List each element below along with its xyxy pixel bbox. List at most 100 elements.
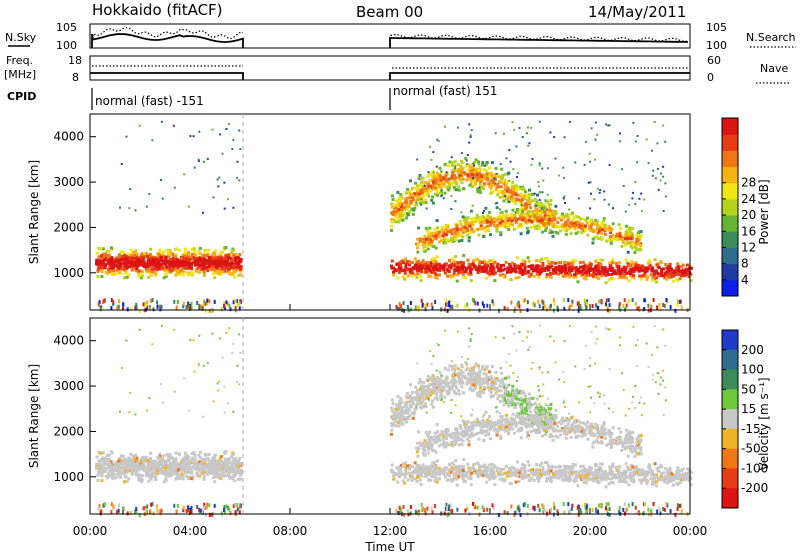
power-cell xyxy=(220,307,223,312)
power-cell xyxy=(665,273,669,277)
velocity-cell xyxy=(209,470,213,474)
power-cell xyxy=(105,271,109,275)
power-cell xyxy=(225,300,228,305)
power-cell xyxy=(596,275,600,279)
power-cell xyxy=(537,185,540,188)
power-cell xyxy=(622,303,625,308)
power-cell xyxy=(587,223,591,227)
power-cell xyxy=(436,193,440,197)
power-cell xyxy=(197,158,200,161)
power-cell xyxy=(465,217,469,221)
power-cell xyxy=(624,268,628,272)
power-cell xyxy=(466,174,470,177)
power-cell xyxy=(552,268,555,272)
power-cell xyxy=(169,258,173,261)
power-cell xyxy=(232,206,235,209)
power-cell xyxy=(538,205,541,208)
velocity-cell xyxy=(584,478,588,482)
power-cell xyxy=(214,257,218,261)
power-cell xyxy=(189,135,192,138)
power-cell xyxy=(434,273,438,277)
velocity-cell xyxy=(182,470,186,474)
velocity-cell xyxy=(161,459,165,463)
power-cell xyxy=(502,132,505,135)
power-cell xyxy=(395,203,398,207)
velocity-cell xyxy=(137,460,141,464)
power-cell xyxy=(198,246,202,250)
velocity-cell xyxy=(583,467,587,471)
velocity-cell xyxy=(185,465,189,469)
power-cell xyxy=(442,183,446,187)
power-cell xyxy=(424,198,428,202)
power-cell xyxy=(445,185,449,189)
power-cell xyxy=(394,213,398,217)
power-cell xyxy=(607,225,611,228)
velocity-cell xyxy=(211,469,215,473)
power-cell xyxy=(484,169,488,173)
power-cell xyxy=(536,264,540,268)
power-cell xyxy=(158,304,161,309)
power-cell xyxy=(212,255,215,259)
power-cell xyxy=(443,271,447,275)
velocity-cell xyxy=(121,459,125,463)
velocity-cell xyxy=(173,471,177,475)
power-cell xyxy=(560,267,564,271)
power-cell xyxy=(236,303,239,308)
power-cell xyxy=(519,201,523,205)
power-cell xyxy=(194,263,198,267)
power-cell xyxy=(429,274,433,278)
velocity-cell xyxy=(97,459,101,463)
power-cell xyxy=(463,221,467,225)
power-cell xyxy=(550,212,554,216)
velocity-cell xyxy=(168,470,172,474)
power-cell xyxy=(627,299,630,304)
power-cell xyxy=(132,251,136,255)
velocity-cell xyxy=(201,457,204,461)
power-cell xyxy=(502,180,506,184)
power-cell xyxy=(468,141,471,144)
power-cell xyxy=(425,207,428,210)
power-cell xyxy=(653,121,656,123)
velocity-cell xyxy=(210,461,214,465)
power-cell xyxy=(584,224,587,228)
power-cell xyxy=(224,254,228,258)
power-cell xyxy=(499,223,503,227)
power-cell xyxy=(496,215,500,219)
power-cell xyxy=(410,207,414,211)
power-cell xyxy=(592,270,596,273)
power-cell xyxy=(628,240,632,244)
power-cell xyxy=(411,261,414,265)
power-cell xyxy=(96,274,100,278)
power-cell xyxy=(490,161,494,165)
power-cell xyxy=(496,182,500,186)
power-cell xyxy=(635,140,638,143)
velocity-cell xyxy=(663,475,667,479)
power-cell xyxy=(582,229,585,233)
velocity-cell xyxy=(632,467,636,470)
power-cell xyxy=(203,267,207,271)
power-cell xyxy=(639,242,643,246)
power-cell xyxy=(567,227,570,231)
power-cell xyxy=(157,256,161,260)
power-cell xyxy=(474,228,478,232)
power-cell xyxy=(466,154,469,156)
power-cell xyxy=(101,259,105,263)
power-cell xyxy=(647,162,650,165)
power-cell xyxy=(641,266,645,270)
power-cell xyxy=(681,263,685,267)
power-cell xyxy=(481,214,485,218)
velocity-cell xyxy=(110,460,114,464)
power-cell xyxy=(420,180,424,184)
power-cell xyxy=(428,240,432,244)
cpid-strip: CPID normal (fast) -151 normal (fast) 15… xyxy=(7,84,497,110)
power-cell xyxy=(611,258,615,262)
power-cell xyxy=(653,277,657,281)
velocity-cell xyxy=(150,471,154,475)
power-cell xyxy=(398,301,401,306)
power-cell xyxy=(485,176,489,180)
power-cell xyxy=(580,306,583,311)
power-cell xyxy=(519,267,523,271)
power-cell xyxy=(664,263,668,266)
power-cell xyxy=(140,260,144,264)
power-cell xyxy=(456,267,460,270)
